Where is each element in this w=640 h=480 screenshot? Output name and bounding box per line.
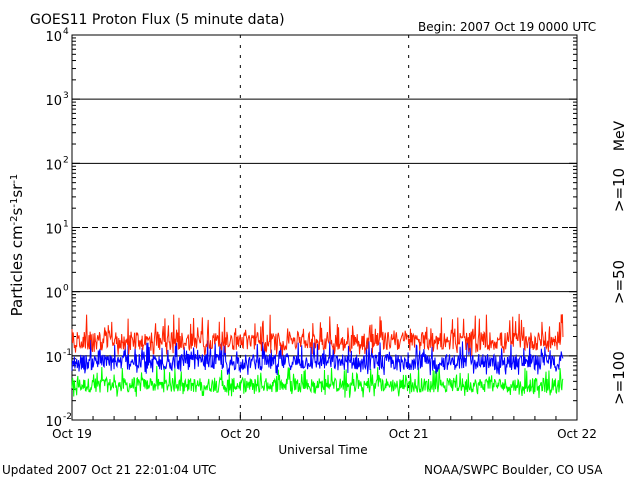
y-tick-label: 10 3 <box>45 91 68 109</box>
legend-label-ge50: >=50 <box>610 260 628 304</box>
y-tick-base: 10 <box>45 158 62 173</box>
y-tick-label: 10 2 <box>45 155 68 173</box>
x-tick-label: Oct 20 <box>220 427 260 441</box>
y-tick-exponent: 3 <box>63 91 69 101</box>
y-tick-exponent: 0 <box>63 284 69 294</box>
y-tick-base: 10 <box>45 94 62 109</box>
legend-label-ge10: >=10 <box>610 168 628 212</box>
footer-source: NOAA/SWPC Boulder, CO USA <box>424 463 603 477</box>
y-tick-base: 10 <box>45 223 62 238</box>
y-tick-label: 10 0 <box>45 284 69 302</box>
y-tick-exponent: -1 <box>63 348 72 358</box>
series-line-ge50 <box>71 339 564 376</box>
y-tick-exponent: -2 <box>63 412 72 422</box>
x-tick-label: Oct 19 <box>52 427 92 441</box>
y-tick-base: 10 <box>45 30 62 45</box>
x-tick-label: Oct 22 <box>557 427 597 441</box>
y-tick-exponent: 1 <box>63 220 69 230</box>
y-tick-label: 10 -2 <box>45 412 72 430</box>
chart-title: GOES11 Proton Flux (5 minute data) <box>30 12 285 28</box>
footer-updated: Updated 2007 Oct 21 22:01:04 UTC <box>2 463 216 477</box>
y-tick-label: 10 -1 <box>45 348 72 366</box>
x-tick-label: Oct 21 <box>389 427 429 441</box>
y-tick-label: 10 4 <box>45 27 69 45</box>
y-tick-exponent: 4 <box>63 27 69 37</box>
y-tick-base: 10 <box>45 351 62 366</box>
begin-label: Begin: 2007 Oct 19 0000 UTC <box>418 20 596 34</box>
y-tick-label: 10 1 <box>45 220 68 238</box>
x-axis-label: Universal Time <box>278 443 367 457</box>
y-tick-base: 10 <box>45 415 62 430</box>
series-line-ge10 <box>71 313 564 356</box>
legend-label-ge100: >=100 <box>610 351 628 405</box>
y-axis-label: Particles cm-2s-1sr-1 <box>8 174 26 317</box>
series-line-ge100 <box>71 365 564 398</box>
y-tick-base: 10 <box>45 287 62 302</box>
unit-label-mev: MeV <box>612 120 628 151</box>
y-tick-exponent: 2 <box>63 155 69 165</box>
